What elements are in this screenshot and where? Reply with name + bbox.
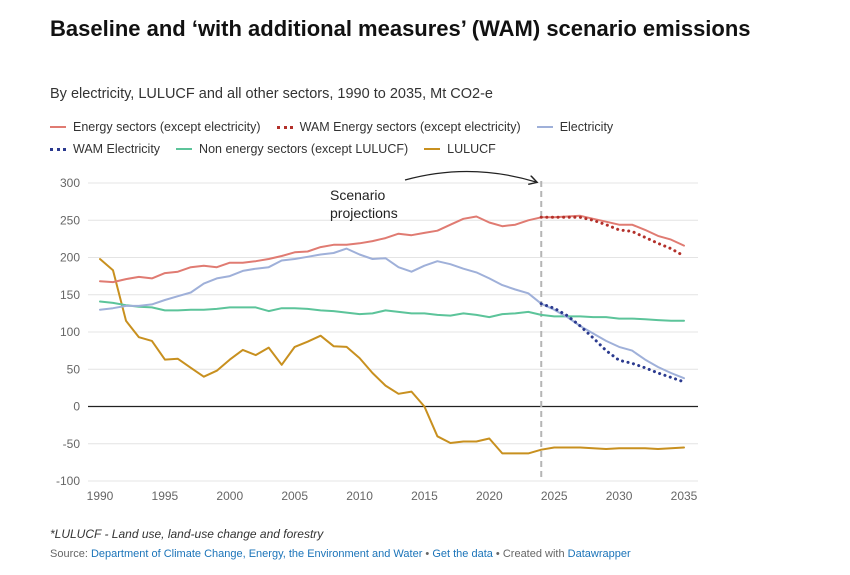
series-line-non-energy [99, 300, 685, 322]
legend: Energy sectors (except electricity) WAM … [50, 116, 810, 160]
legend-label-energy: Energy sectors (except electricity) [73, 120, 261, 134]
source-link[interactable]: Department of Climate Change, Energy, th… [90, 548, 423, 560]
legend-item-energy: Energy sectors (except electricity) [50, 120, 261, 134]
legend-swatch-non-energy [176, 148, 193, 150]
y-tick-label: 100 [60, 325, 80, 339]
get-data-link[interactable]: Get the data [432, 548, 493, 560]
x-tick-label: 2035 [671, 489, 698, 503]
source-separator-2: • Created with [492, 548, 568, 560]
x-tick-label: 2000 [216, 489, 243, 503]
legend-label-wam-electricity: WAM Electricity [73, 142, 161, 156]
y-tick-label: -100 [56, 474, 80, 488]
legend-label-wam-energy: WAM Energy sectors (except electricity) [299, 120, 521, 134]
legend-swatch-energy [50, 126, 66, 128]
axis-ticks: -100 -50 0 50 100 150 200 250 300 1990 1995 2000 200… [56, 176, 698, 503]
x-tick-label: 2015 [411, 489, 438, 503]
y-tick-label: 50 [67, 362, 81, 376]
x-tick-label: 2020 [476, 489, 503, 503]
x-tick-label: 2005 [281, 489, 308, 503]
legend-label-non-energy: Non energy sectors (except LULUCF) [199, 142, 409, 156]
x-tick-label: 1995 [152, 489, 179, 503]
series-line-electricity [99, 247, 685, 380]
x-tick-label: 2025 [541, 489, 568, 503]
footnote: *LULUCF - Land use, land-use change and … [50, 527, 324, 541]
series-line-energy [99, 214, 685, 284]
annotation: Scenario projections [330, 170, 536, 221]
emissions-line-chart: -100 -50 0 50 100 150 200 250 300 1990 1995 2000 200… [56, 170, 698, 503]
legend-item-non-energy: Non energy sectors (except LULUCF) [176, 142, 408, 156]
y-tick-label: 250 [60, 213, 80, 227]
series [99, 214, 686, 455]
source-separator-1: • [422, 548, 433, 560]
legend-swatch-wam-electricity [50, 147, 66, 151]
source-prefix: Source: [50, 548, 91, 560]
y-tick-label: 150 [60, 288, 80, 302]
annotation-line-1: Scenario [330, 187, 385, 203]
annotation-arrow [404, 170, 536, 182]
series-line-wam-energy [539, 215, 686, 258]
annotation-line-2: projections [330, 205, 398, 221]
y-tick-label: 0 [73, 400, 80, 414]
datawrapper-link[interactable]: Datawrapper [567, 548, 631, 560]
grid [88, 182, 698, 482]
y-tick-label: 200 [60, 251, 80, 265]
x-tick-label: 2010 [346, 489, 373, 503]
x-tick-label: 2030 [606, 489, 633, 503]
legend-row-2: WAM Electricity Non energy sectors (exce… [50, 138, 810, 160]
series-line-lulucf [99, 258, 685, 455]
chart-title: Baseline and ‘with additional measures’ … [50, 16, 751, 41]
legend-swatch-wam-energy [276, 125, 293, 129]
legend-swatch-electricity [536, 126, 553, 128]
series-line-wam-electricity [539, 302, 686, 384]
chart-subtitle: By electricity, LULUCF and all other sec… [50, 86, 493, 102]
y-tick-label: 300 [60, 176, 80, 190]
x-tick-label: 1990 [87, 489, 114, 503]
legend-label-electricity: Electricity [559, 120, 614, 134]
source-line: Source: Department of Climate Change, En… [50, 548, 631, 560]
legend-row-1: Energy sectors (except electricity) WAM … [50, 116, 810, 138]
legend-item-lulucf: LULUCF [424, 142, 496, 156]
legend-item-electricity: Electricity [536, 120, 614, 134]
legend-swatch-lulucf [424, 148, 441, 150]
y-tick-label: -50 [63, 437, 81, 451]
legend-item-wam-electricity: WAM Electricity [50, 142, 160, 156]
legend-item-wam-energy: WAM Energy sectors (except electricity) [276, 120, 521, 134]
legend-label-lulucf: LULUCF [447, 142, 496, 156]
